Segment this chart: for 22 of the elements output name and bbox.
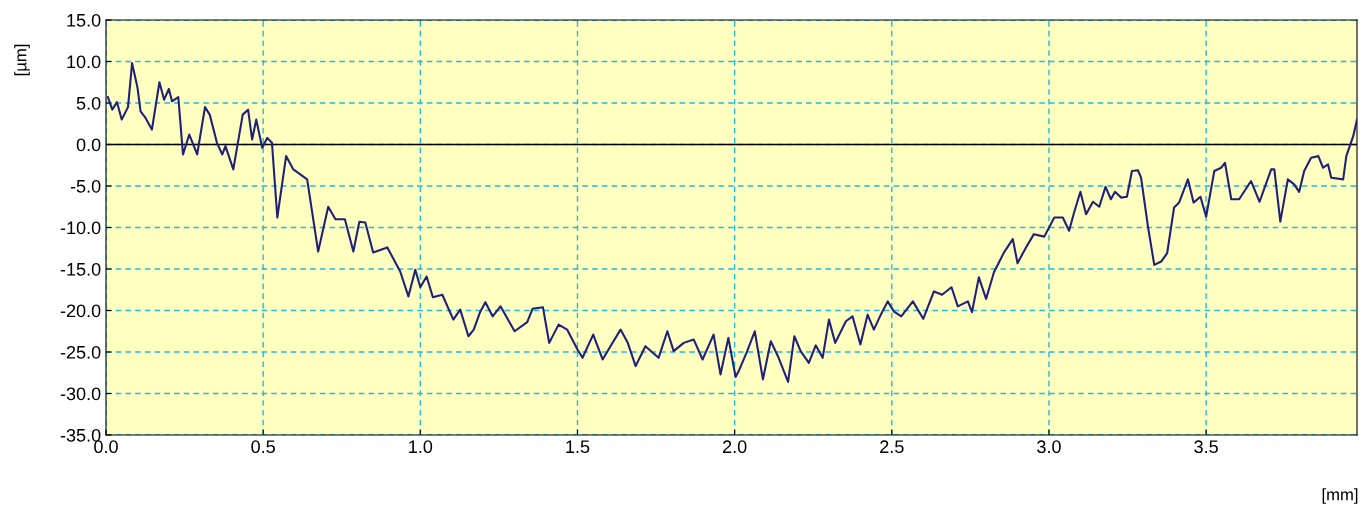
y-tick-label: -30.0: [60, 387, 101, 401]
x-tick-label: 1.0: [409, 440, 433, 454]
x-axis-title: [mm]: [1322, 488, 1358, 504]
y-tick-label: -10.0: [60, 221, 101, 235]
x-tick-label: 0.5: [251, 440, 275, 454]
y-tick-label: -5.0: [70, 179, 101, 193]
y-tick-label: 0.0: [76, 138, 101, 152]
x-tick-label: 2.5: [880, 440, 904, 454]
x-tick-label: 0.0: [94, 440, 118, 454]
y-tick-label: -35.0: [60, 428, 101, 442]
y-tick-label: -20.0: [60, 304, 101, 318]
y-tick-label: 15.0: [67, 13, 101, 27]
y-tick-label: -15.0: [60, 262, 101, 276]
line-series: [106, 62, 1357, 383]
x-tick-label: 2.0: [723, 440, 747, 454]
y-tick-label: -25.0: [60, 345, 101, 359]
y-tick-label: 5.0: [76, 96, 101, 110]
y-tick-label: 10.0: [67, 55, 101, 69]
x-tick-label: 3.0: [1037, 440, 1061, 454]
x-tick-label: 3.5: [1194, 440, 1218, 454]
x-tick-label: 1.5: [566, 440, 590, 454]
y-axis-title: [µm]: [14, 44, 30, 76]
